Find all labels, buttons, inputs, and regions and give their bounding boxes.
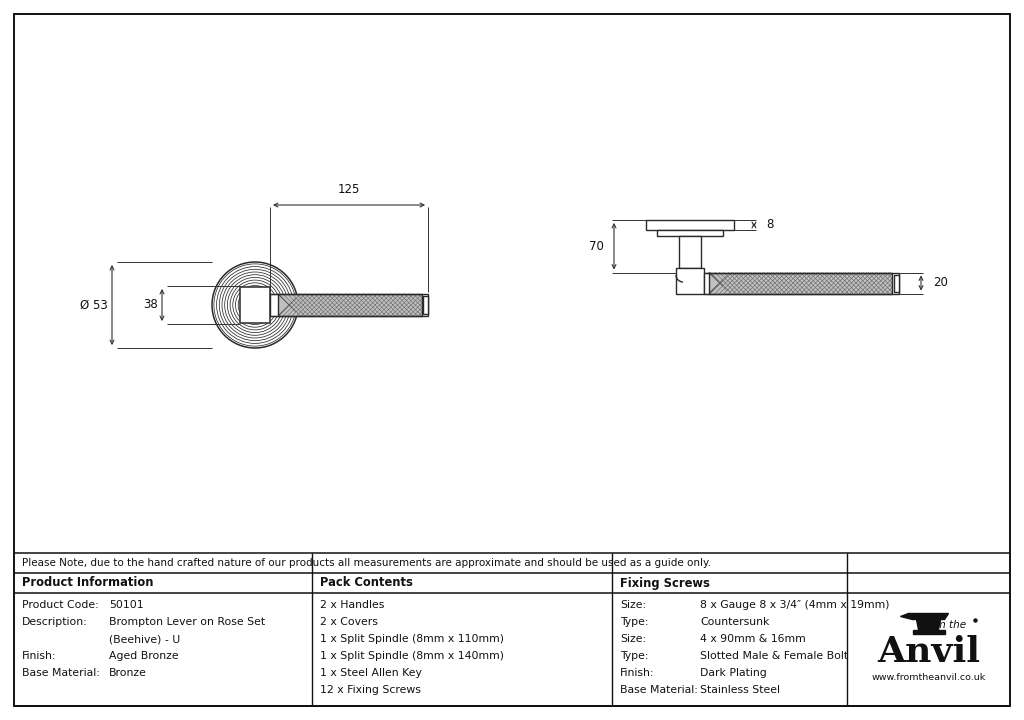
Text: Pack Contents: Pack Contents [319,577,413,590]
Text: 4 x 90mm & 16mm: 4 x 90mm & 16mm [700,634,806,644]
Text: 8 x Gauge 8 x 3/4″ (4mm x 19mm): 8 x Gauge 8 x 3/4″ (4mm x 19mm) [700,600,890,610]
Text: Finish:: Finish: [620,668,654,678]
Text: 8: 8 [766,218,773,232]
Text: Finish:: Finish: [22,651,56,661]
Text: Base Material:: Base Material: [22,668,100,678]
Text: Stainless Steel: Stainless Steel [700,685,780,695]
Bar [709,272,892,294]
Text: 12 x Fixing Screws: 12 x Fixing Screws [319,685,421,695]
Text: From the: From the [919,621,966,631]
Text: Base Material:: Base Material: [620,685,698,695]
Bar [270,294,278,316]
Polygon shape [916,619,940,629]
Text: Type:: Type: [620,651,648,661]
Text: 2 x Covers: 2 x Covers [319,617,378,627]
Circle shape [250,300,260,310]
Text: Size:: Size: [620,634,646,644]
Text: Slotted Male & Female Bolt: Slotted Male & Female Bolt [700,651,848,661]
Bar [894,274,899,292]
Polygon shape [912,629,944,634]
Text: Product Code:: Product Code: [22,600,98,610]
Bar [705,272,899,294]
Text: 70: 70 [589,240,604,253]
Polygon shape [900,613,912,619]
Bar [679,236,701,268]
Text: 38: 38 [143,299,158,312]
Text: 1 x Split Spindle (8mm x 140mm): 1 x Split Spindle (8mm x 140mm) [319,651,504,661]
Bar [705,272,709,294]
Bar [705,272,899,294]
Bar [709,272,892,294]
Text: Aged Bronze: Aged Bronze [109,651,178,661]
Text: 1 x Steel Allen Key: 1 x Steel Allen Key [319,668,422,678]
Text: 50101: 50101 [109,600,143,610]
Text: Type:: Type: [620,617,648,627]
Text: Bronze: Bronze [109,668,146,678]
Text: (Beehive) - U: (Beehive) - U [109,634,180,644]
Text: Brompton Lever on Rose Set: Brompton Lever on Rose Set [109,617,265,627]
Bar [676,268,705,294]
Bar [278,294,422,316]
Text: 20: 20 [933,276,948,289]
Text: Product Information: Product Information [22,577,154,590]
Text: Size:: Size: [620,600,646,610]
Text: 2 x Handles: 2 x Handles [319,600,384,610]
Bar [278,294,422,316]
Text: Dark Plating: Dark Plating [700,668,767,678]
Text: Fixing Screws: Fixing Screws [620,577,710,590]
Bar [423,296,428,314]
Bar [240,287,270,323]
Polygon shape [908,613,948,619]
Text: Please Note, due to the hand crafted nature of our products all measurements are: Please Note, due to the hand crafted nat… [22,558,711,568]
Text: Description:: Description: [22,617,88,627]
Text: www.fromtheanvil.co.uk: www.fromtheanvil.co.uk [871,673,986,682]
Text: Ø 53: Ø 53 [80,299,108,312]
Bar [646,220,734,230]
Text: 1 x Split Spindle (8mm x 110mm): 1 x Split Spindle (8mm x 110mm) [319,634,504,644]
Bar [657,230,723,236]
Text: Countersunk: Countersunk [700,617,769,627]
Text: 125: 125 [338,183,360,196]
Text: Anvil: Anvil [877,634,980,668]
Bar [270,294,428,316]
Bar [270,294,428,316]
